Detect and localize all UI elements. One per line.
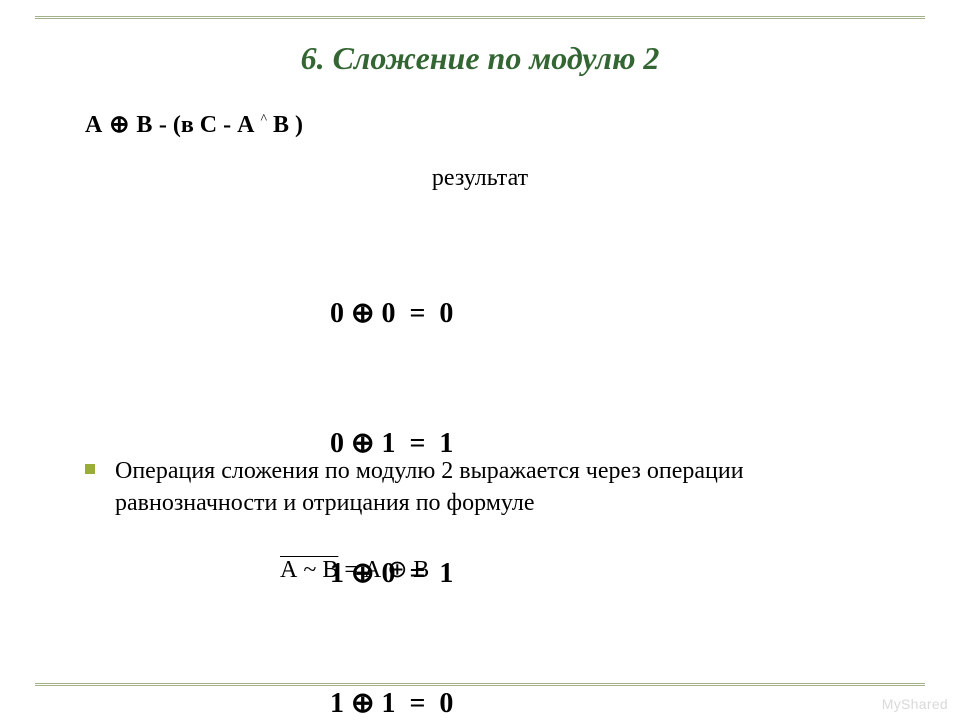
formula-lhs-overline: А ~ В xyxy=(280,557,338,583)
watermark: MyShared xyxy=(882,696,948,712)
notation-lhs: А ⊕ В xyxy=(85,112,153,138)
slide: 6. Сложение по модулю 2 А ⊕ В - (в С - А… xyxy=(0,0,960,720)
truth-row: 1 ⊕ 1 = 0 xyxy=(330,682,453,720)
formula-rhs: = А ⊕ В xyxy=(338,557,429,583)
top-rule xyxy=(35,16,925,19)
formula: А ~ В = А ⊕ В xyxy=(280,555,429,584)
description-block: Операция сложения по модулю 2 выражается… xyxy=(85,455,890,520)
notation-tail: В ) xyxy=(267,112,303,138)
result-label: результат xyxy=(0,165,960,192)
bullet-icon xyxy=(85,464,95,474)
description-text: Операция сложения по модулю 2 выражается… xyxy=(115,455,890,520)
bottom-rule xyxy=(35,683,925,686)
truth-row: 0 ⊕ 0 = 0 xyxy=(330,292,453,335)
notation-dash: - (в С - А xyxy=(153,112,261,138)
notation-line: А ⊕ В - (в С - А ^ В ) xyxy=(85,110,303,139)
slide-title: 6. Сложение по модулю 2 xyxy=(0,40,960,77)
